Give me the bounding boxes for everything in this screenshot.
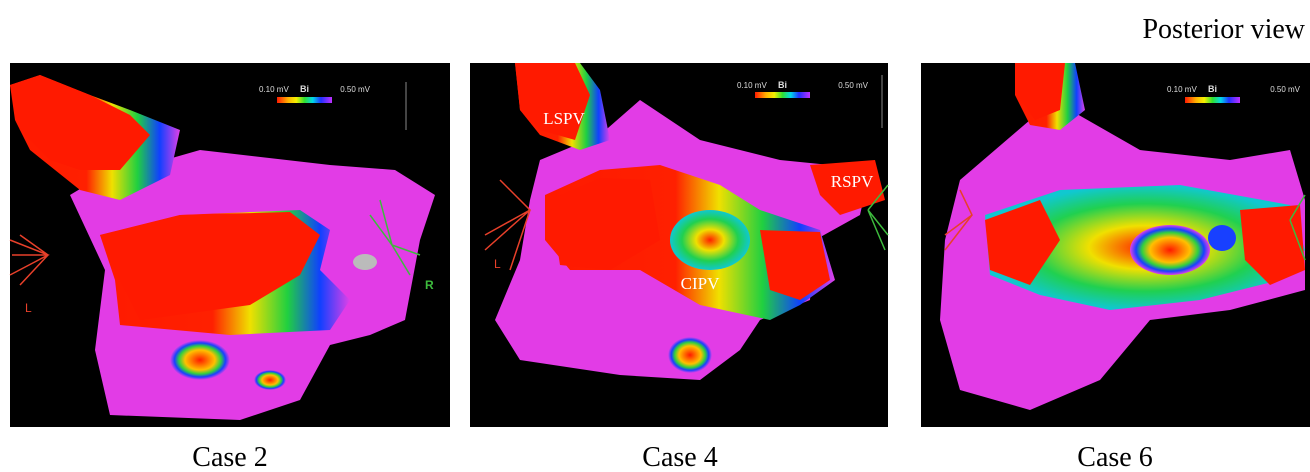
panel-case-2: L R 0.10 mV Bi 0.50 mV Case 2: [10, 63, 450, 472]
vein-label: LSPV: [543, 109, 585, 128]
vein-label: CIPV: [681, 274, 720, 293]
scale-max: 0.50 mV: [838, 81, 868, 90]
color-bar: [277, 97, 332, 103]
view-title: Posterior view: [1142, 14, 1305, 45]
vein-label: RSPV: [831, 172, 874, 191]
panel-case-6: 0.10 mV Bi 0.50 mV Case 6: [921, 63, 1310, 472]
color-bar: [1185, 97, 1240, 103]
axis-label: L: [25, 301, 32, 315]
scale-min: 0.10 mV: [259, 85, 289, 94]
figure: Posterior view L R 0.10 mV Bi 0.50 mV Ca…: [0, 0, 1310, 472]
figure-canvas: Posterior view L R 0.10 mV Bi 0.50 mV Ca…: [0, 0, 1310, 472]
caption: Case 2: [192, 442, 267, 472]
low-voltage-spot: [670, 210, 750, 270]
scale-max: 0.50 mV: [340, 85, 370, 94]
panel-case-4: L LSPV RSPV CIPV 0.10 mV Bi 0.50 mV Case…: [470, 63, 888, 472]
scale-mode: Bi: [1208, 84, 1217, 94]
axis-label: R: [425, 278, 434, 292]
caption: Case 6: [1077, 442, 1152, 472]
low-voltage-spot: [254, 370, 286, 390]
low-voltage-spot: [1130, 225, 1210, 275]
color-bar: [755, 92, 810, 98]
scale-min: 0.10 mV: [1167, 85, 1197, 94]
gray-patch: [353, 254, 377, 270]
low-voltage-spot: [668, 337, 712, 373]
low-voltage-spot: [170, 340, 230, 380]
scale-mode: Bi: [778, 80, 787, 90]
axis-label: L: [494, 257, 501, 271]
scale-mode: Bi: [300, 84, 309, 94]
scale-max: 0.50 mV: [1270, 85, 1300, 94]
caption: Case 4: [642, 442, 717, 472]
scale-min: 0.10 mV: [737, 81, 767, 90]
low-voltage-spot: [1208, 225, 1236, 251]
